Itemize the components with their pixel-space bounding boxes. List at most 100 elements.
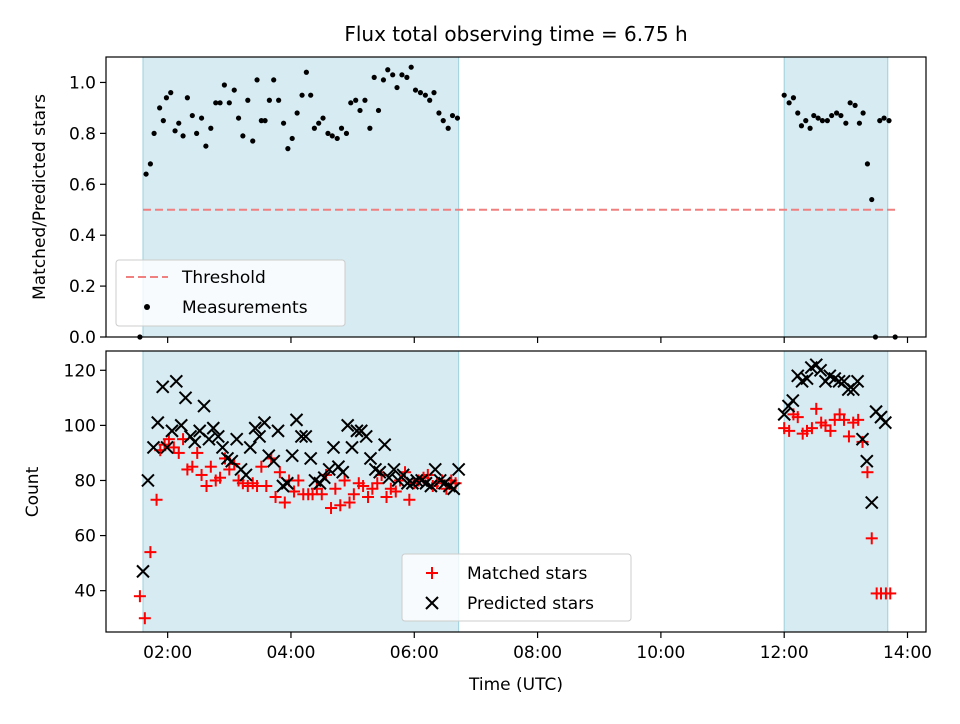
measurement-point bbox=[824, 118, 830, 124]
matched-star-point bbox=[260, 479, 273, 492]
predicted-star-mark bbox=[299, 429, 313, 444]
matched-star-point bbox=[204, 460, 217, 473]
measurement-point bbox=[147, 161, 153, 167]
measurement-point bbox=[852, 102, 858, 108]
x-tick-label: 10:00 bbox=[636, 643, 685, 663]
bottom-y-tick-label: 100 bbox=[64, 416, 96, 436]
matched-star-point bbox=[325, 502, 338, 515]
predicted-star-mark bbox=[206, 421, 220, 435]
measurement-point bbox=[445, 125, 451, 131]
measurement-point bbox=[258, 118, 264, 124]
predicted-star-point bbox=[428, 462, 442, 477]
predicted-star-point bbox=[156, 380, 170, 394]
measurement-point bbox=[294, 110, 300, 116]
measurement-point bbox=[803, 118, 809, 124]
measurement-point bbox=[877, 118, 883, 124]
predicted-star-point bbox=[165, 424, 179, 438]
measurement-point bbox=[357, 107, 363, 114]
measurement-point bbox=[417, 90, 424, 96]
predicted-star-point bbox=[336, 465, 350, 479]
measurement-point bbox=[250, 138, 256, 144]
predicted-star-mark bbox=[317, 471, 331, 485]
matched-star-point bbox=[200, 479, 213, 492]
predicted-star-mark bbox=[257, 415, 272, 430]
measurement-point bbox=[157, 105, 163, 111]
matched-star-point bbox=[292, 474, 305, 487]
predicted-star-mark bbox=[850, 374, 865, 389]
measurement-point bbox=[819, 118, 826, 124]
predicted-star-mark bbox=[345, 440, 359, 455]
predicted-star-mark bbox=[294, 429, 309, 444]
predicted-star-point bbox=[202, 432, 216, 446]
measurement-point bbox=[807, 125, 813, 131]
measurement-point bbox=[790, 95, 797, 101]
predicted-star-point bbox=[294, 429, 309, 444]
predicted-star-point bbox=[299, 429, 313, 444]
predicted-star-mark bbox=[373, 465, 387, 479]
predicted-star-point bbox=[239, 468, 253, 482]
predicted-star-point bbox=[387, 462, 401, 477]
predicted-star-mark bbox=[266, 454, 281, 468]
predicted-star-point bbox=[206, 421, 220, 435]
predicted-star-point bbox=[777, 407, 791, 422]
measurement-point bbox=[864, 161, 871, 167]
matched-star-point bbox=[861, 466, 874, 479]
measurement-point bbox=[308, 92, 314, 98]
predicted-star-mark bbox=[336, 465, 350, 479]
predicted-star-point bbox=[855, 432, 870, 446]
measurement-point bbox=[203, 143, 209, 149]
predicted-star-mark bbox=[252, 429, 267, 444]
matched-star-point bbox=[144, 546, 157, 559]
predicted-star-point bbox=[865, 495, 879, 510]
top-y-tick-label: 0.8 bbox=[69, 124, 96, 144]
measurement-point bbox=[151, 130, 157, 136]
predicted-star-mark bbox=[215, 440, 230, 455]
predicted-star-point bbox=[345, 440, 359, 455]
x-tick-label: 02:00 bbox=[143, 643, 192, 663]
predicted-star-point bbox=[322, 462, 336, 477]
measurement-point bbox=[881, 115, 887, 121]
matched-star-point bbox=[172, 446, 185, 459]
predicted-star-point bbox=[188, 435, 202, 449]
bottom-y-tick-label: 80 bbox=[74, 471, 96, 491]
predicted-star-mark bbox=[160, 440, 174, 455]
predicted-star-mark bbox=[419, 476, 433, 490]
predicted-star-point bbox=[248, 421, 262, 435]
predicted-star-mark bbox=[303, 451, 318, 466]
measurement-point bbox=[811, 112, 817, 119]
measurement-point bbox=[231, 87, 237, 93]
bottom-y-tick-label: 60 bbox=[74, 527, 96, 547]
predicted-star-mark bbox=[837, 374, 851, 389]
predicted-star-point bbox=[211, 429, 225, 444]
measurement-point bbox=[394, 84, 400, 91]
measurement-point bbox=[408, 64, 414, 70]
matched-star-point bbox=[315, 488, 328, 501]
predicted-star-mark bbox=[813, 363, 828, 377]
matched-star-point bbox=[865, 532, 878, 545]
predicted-star-point bbox=[400, 476, 415, 490]
predicted-star-point bbox=[786, 393, 800, 408]
matched-star-point bbox=[389, 485, 402, 498]
measurement-point bbox=[786, 100, 792, 106]
predicted-star-point bbox=[151, 415, 165, 430]
predicted-star-mark bbox=[289, 413, 304, 427]
measurement-point bbox=[385, 67, 391, 73]
measurement-point bbox=[412, 87, 419, 93]
predicted-star-point bbox=[215, 440, 230, 455]
matched-star-point bbox=[138, 612, 151, 625]
chart-title: Flux total observing time = 6.75 h bbox=[344, 22, 687, 46]
measurement-point bbox=[271, 77, 277, 83]
measurement-point bbox=[143, 171, 149, 177]
measurement-point bbox=[303, 69, 309, 75]
measurement-point bbox=[798, 123, 805, 129]
predicted-star-mark bbox=[428, 462, 442, 477]
predicted-star-point bbox=[382, 471, 396, 485]
measurement-point bbox=[834, 110, 840, 116]
measurement-point bbox=[427, 97, 433, 103]
measurement-point bbox=[276, 97, 282, 103]
measurement-point bbox=[886, 118, 892, 124]
predicted-star-point bbox=[359, 429, 373, 444]
predicted-star-mark bbox=[786, 393, 800, 408]
top-y-axis-ticks: 0.0 0.2 0.4 0.6 0.8 1.0 bbox=[69, 73, 106, 348]
measurement-point bbox=[847, 100, 853, 106]
